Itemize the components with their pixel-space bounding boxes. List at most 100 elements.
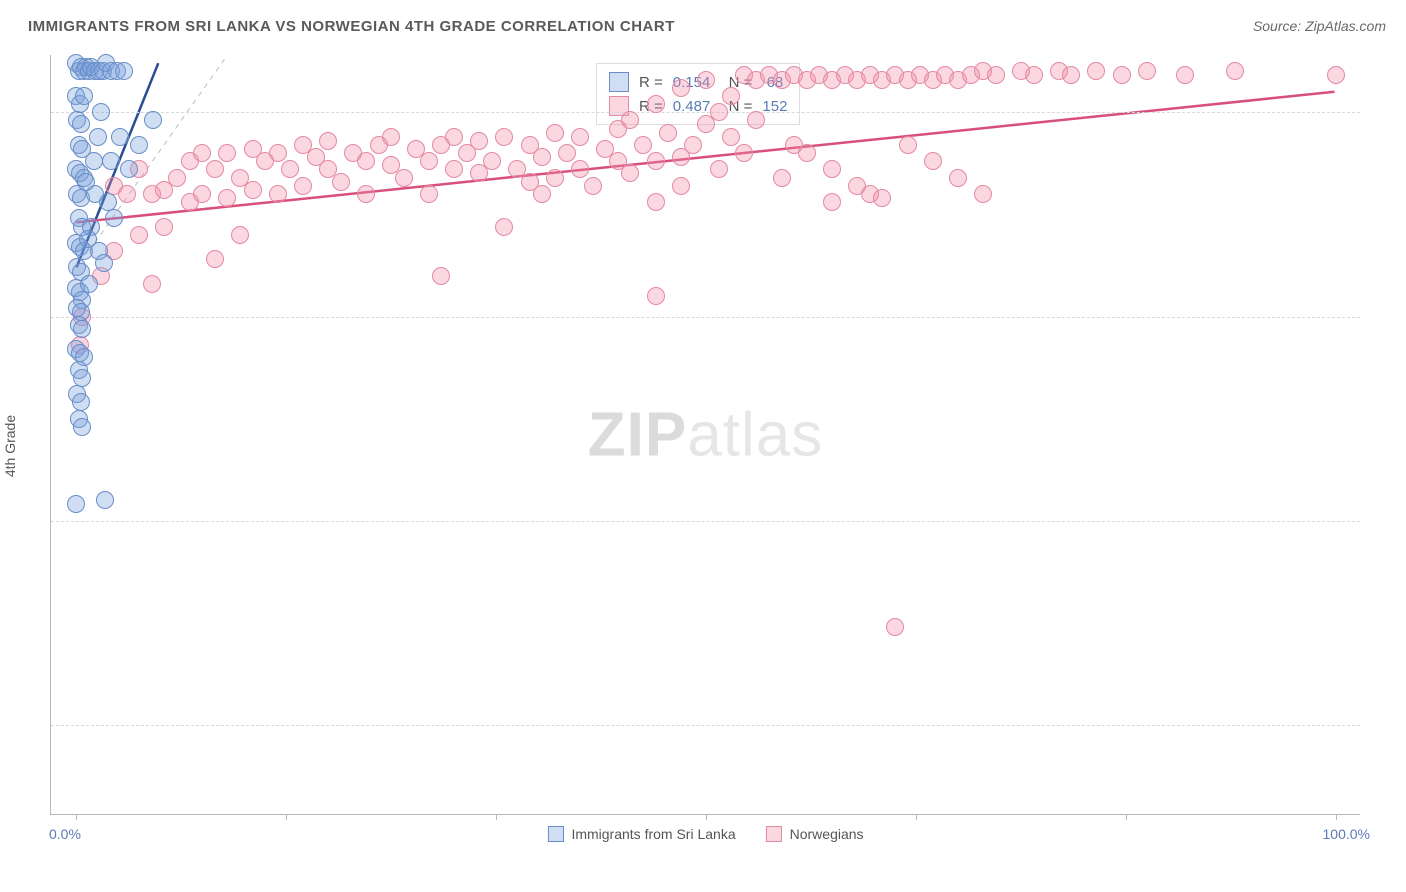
data-point <box>269 185 287 203</box>
source-label: Source: ZipAtlas.com <box>1253 18 1386 34</box>
data-point <box>89 128 107 146</box>
chart-title: IMMIGRANTS FROM SRI LANKA VS NORWEGIAN 4… <box>28 18 675 35</box>
data-point <box>382 128 400 146</box>
data-point <box>357 185 375 203</box>
data-point <box>483 152 501 170</box>
data-point <box>974 185 992 203</box>
data-point <box>571 160 589 178</box>
data-point <box>445 160 463 178</box>
data-point <box>193 185 211 203</box>
y-tick-label: 97.5% <box>1370 309 1406 325</box>
data-point <box>96 491 114 509</box>
gridline <box>51 112 1360 113</box>
data-point <box>584 177 602 195</box>
data-point <box>722 128 740 146</box>
data-point <box>621 111 639 129</box>
data-point <box>73 418 91 436</box>
data-point <box>722 87 740 105</box>
data-point <box>798 144 816 162</box>
data-point <box>848 177 866 195</box>
x-tick <box>1126 814 1127 820</box>
data-point <box>155 218 173 236</box>
data-point <box>747 111 765 129</box>
data-point <box>647 193 665 211</box>
data-point <box>647 152 665 170</box>
data-point <box>72 393 90 411</box>
data-point <box>73 369 91 387</box>
gridline <box>51 317 1360 318</box>
data-point <box>533 148 551 166</box>
data-point <box>873 189 891 207</box>
data-point <box>92 103 110 121</box>
legend-swatch-norwegians <box>766 826 782 842</box>
data-point <box>659 124 677 142</box>
y-tick-label: 100.0% <box>1370 104 1406 120</box>
data-point <box>886 618 904 636</box>
data-point <box>672 79 690 97</box>
data-point <box>73 320 91 338</box>
data-point <box>85 152 103 170</box>
data-point <box>120 160 138 178</box>
watermark: ZIPatlas <box>588 399 823 470</box>
y-axis-label: 4th Grade <box>2 415 18 477</box>
data-point <box>546 169 564 187</box>
data-point <box>735 144 753 162</box>
data-point <box>773 169 791 187</box>
data-point <box>1327 66 1345 84</box>
y-tick-label: 95.0% <box>1370 513 1406 529</box>
data-point <box>697 71 715 89</box>
data-point <box>218 144 236 162</box>
data-point <box>1062 66 1080 84</box>
data-point <box>634 136 652 154</box>
data-point <box>294 177 312 195</box>
data-point <box>80 275 98 293</box>
legend-item-srilanka: Immigrants from Sri Lanka <box>547 826 735 842</box>
data-point <box>244 181 262 199</box>
data-point <box>445 128 463 146</box>
data-point <box>546 124 564 142</box>
data-point <box>269 144 287 162</box>
data-point <box>1087 62 1105 80</box>
legend-item-norwegians: Norwegians <box>766 826 864 842</box>
x-tick <box>916 814 917 820</box>
data-point <box>231 226 249 244</box>
x-tick <box>496 814 497 820</box>
legend-label-srilanka: Immigrants from Sri Lanka <box>571 826 735 842</box>
data-point <box>111 128 129 146</box>
data-point <box>495 128 513 146</box>
data-point <box>987 66 1005 84</box>
data-point <box>432 267 450 285</box>
data-point <box>332 173 350 191</box>
data-point <box>144 111 162 129</box>
legend-label-norwegians: Norwegians <box>790 826 864 842</box>
data-point <box>218 189 236 207</box>
data-point <box>79 230 97 248</box>
legend-swatch-srilanka <box>547 826 563 842</box>
swatch-srilanka <box>609 72 629 92</box>
data-point <box>420 152 438 170</box>
data-point <box>684 136 702 154</box>
data-point <box>130 226 148 244</box>
data-point <box>1113 66 1131 84</box>
data-point <box>319 132 337 150</box>
data-point <box>168 169 186 187</box>
data-point <box>357 152 375 170</box>
gridline <box>51 521 1360 522</box>
data-point <box>420 185 438 203</box>
data-point <box>899 136 917 154</box>
x-tick <box>706 814 707 820</box>
data-point <box>949 169 967 187</box>
data-point <box>118 185 136 203</box>
data-point <box>823 193 841 211</box>
data-point <box>1025 66 1043 84</box>
data-point <box>470 132 488 150</box>
data-point <box>621 164 639 182</box>
data-point <box>72 115 90 133</box>
data-point <box>105 209 123 227</box>
x-tick-label-max: 100.0% <box>1323 826 1370 842</box>
data-point <box>1176 66 1194 84</box>
plot-area: ZIPatlas R = 0.154 N = 68 R = 0.487 N = … <box>50 55 1360 815</box>
data-point <box>823 160 841 178</box>
x-tick <box>286 814 287 820</box>
watermark-atlas: atlas <box>687 400 823 469</box>
